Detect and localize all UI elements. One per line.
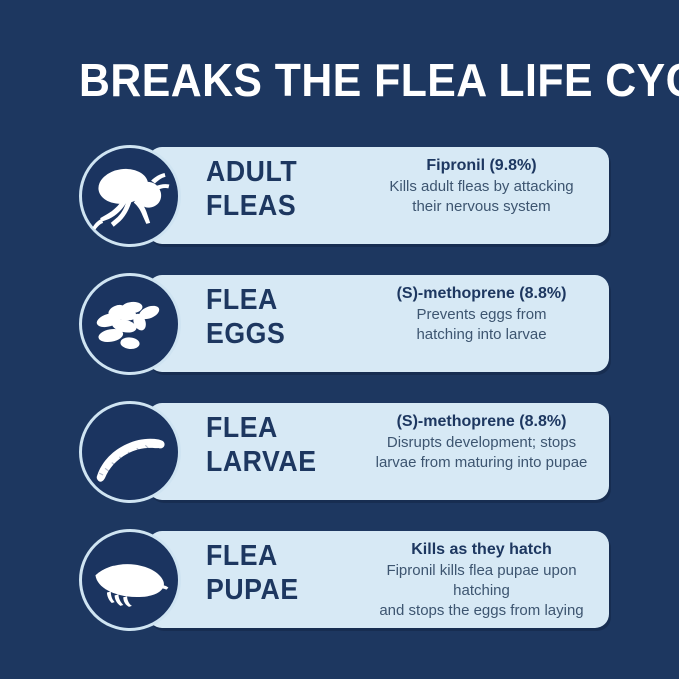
flea-larvae-icon — [79, 401, 181, 503]
stage-label: FLEA PUPAE — [206, 540, 299, 606]
active-ingredient: Fipronil (9.8%) — [426, 157, 537, 174]
description-text: Disrupts development; stops larvae from … — [375, 434, 588, 471]
description-text: Kills adult fleas by attacking their ner… — [389, 178, 574, 215]
stage-panel — [148, 403, 609, 500]
stage-row-adult-fleas: ADULT FLEAS Fipronil (9.8%) Kills adult … — [79, 133, 609, 261]
stage-description: (S)-methoprene (8.8%) Disrupts developme… — [359, 411, 604, 473]
active-ingredient: Kills as they hatch — [411, 541, 552, 558]
stage-panel — [148, 147, 609, 244]
stage-panel — [148, 275, 609, 372]
stage-row-flea-pupae: FLEA PUPAE Kills as they hatch Fipronil … — [79, 517, 609, 645]
stage-label: FLEA EGGS — [206, 284, 286, 350]
stage-row-flea-eggs: FLEA EGGS (S)-methoprene (8.8%) Prevents… — [79, 261, 609, 389]
active-ingredient: (S)-methoprene (8.8%) — [396, 413, 567, 430]
flea-eggs-icon — [79, 273, 181, 375]
stage-row-flea-larvae: FLEA LARVAE (S)-methoprene (8.8%) Disrup… — [79, 389, 609, 517]
stage-description: Kills as they hatch Fipronil kills flea … — [359, 539, 604, 621]
stage-description: (S)-methoprene (8.8%) Prevents eggs from… — [359, 283, 604, 345]
flea-pupae-icon — [79, 529, 181, 631]
adult-flea-icon — [79, 145, 181, 247]
active-ingredient: (S)-methoprene (8.8%) — [396, 285, 567, 302]
description-text: Fipronil kills flea pupae upon hatching … — [379, 562, 584, 619]
stage-label: FLEA LARVAE — [206, 412, 317, 478]
page-title: BREAKS THE FLEA LIFE CYCLE — [79, 54, 679, 106]
description-text: Prevents eggs from hatching into larvae — [416, 306, 547, 343]
stage-label: ADULT FLEAS — [206, 156, 298, 222]
stage-panel — [148, 531, 609, 628]
stage-description: Fipronil (9.8%) Kills adult fleas by att… — [359, 155, 604, 217]
